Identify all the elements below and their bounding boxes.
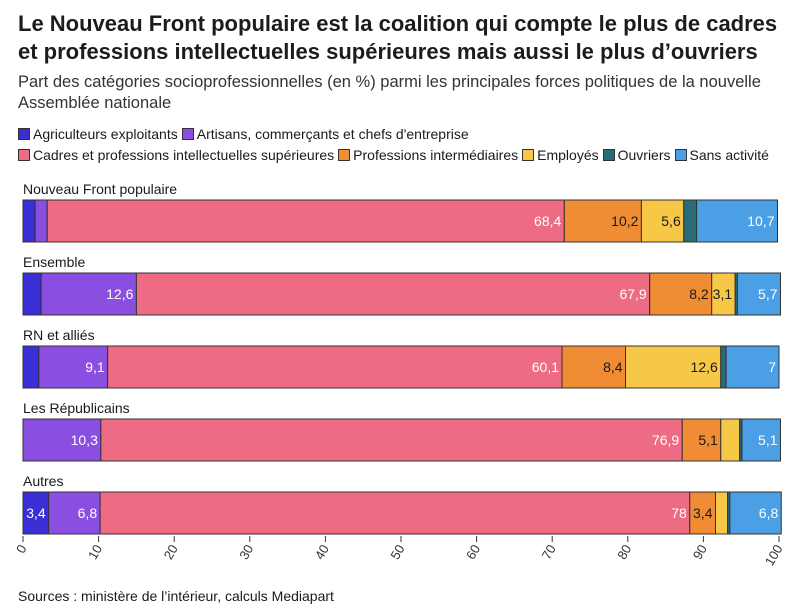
category-label: Nouveau Front populaire	[23, 181, 177, 197]
data-label: 67,9	[619, 286, 646, 302]
chart-subtitle: Part des catégories socioprofessionnelle…	[18, 73, 761, 112]
bar-segment	[135, 272, 651, 316]
data-label: 5,1	[698, 432, 718, 448]
bar-segment	[107, 345, 563, 389]
data-label: 8,2	[689, 286, 709, 302]
category-label: Ensemble	[23, 254, 85, 270]
bar-segment	[561, 345, 627, 389]
bar-segment	[22, 491, 50, 535]
data-label: 12,6	[106, 286, 133, 302]
category-label: RN et alliés	[23, 327, 95, 343]
data-label: 5,1	[758, 432, 778, 448]
bar-segment	[625, 345, 722, 389]
x-tick-label: 100	[762, 542, 786, 568]
bar-segment	[714, 491, 729, 535]
bar-segment	[683, 199, 698, 243]
legend-swatch	[18, 149, 30, 161]
data-label: 7	[768, 359, 776, 375]
chart-title: Le Nouveau Front populaire est la coalit…	[18, 11, 778, 64]
x-tick-label: 40	[312, 542, 332, 562]
data-label: 60,1	[532, 359, 559, 375]
bar-segment	[22, 199, 36, 243]
legend-item: Ouvriers	[602, 145, 671, 166]
data-label: 10,2	[611, 213, 638, 229]
data-label: 76,9	[652, 432, 679, 448]
x-tick-label: 10	[85, 542, 105, 562]
x-tick-label: 70	[539, 542, 559, 562]
bar-segment	[34, 199, 48, 243]
bar-segment	[40, 272, 137, 316]
bar-segment	[38, 345, 109, 389]
data-label: 68,4	[534, 213, 561, 229]
legend-label: Professions intermédiaires	[353, 147, 519, 163]
bar-segment	[22, 345, 40, 389]
bar-segment	[720, 418, 741, 462]
legend-label: Employés	[537, 147, 599, 163]
data-label: 12,6	[691, 359, 718, 375]
data-label: 10,7	[747, 213, 774, 229]
data-label: 10,3	[71, 432, 98, 448]
x-tick-label: 20	[161, 542, 181, 562]
legend-swatch	[602, 149, 615, 161]
legend-label: Agriculteurs exploitants	[33, 126, 178, 142]
bar-segment	[725, 345, 780, 389]
legend-swatch	[674, 149, 687, 161]
bar-segment	[100, 418, 683, 462]
data-label: 3,4	[693, 505, 713, 521]
bar-segment	[22, 272, 42, 316]
bar-segment	[741, 418, 782, 462]
x-tick-label: 0	[13, 542, 30, 556]
bar-segment	[649, 272, 713, 316]
legend-item: Agriculteurs exploitants	[18, 124, 178, 145]
bar-segment	[720, 345, 727, 389]
legend-swatch	[338, 149, 351, 161]
data-label: 78	[671, 505, 687, 521]
bar-segment	[729, 491, 782, 535]
data-label: 3,4	[26, 505, 46, 521]
bar-segment	[681, 418, 722, 462]
legend-label: Sans activité	[689, 147, 769, 163]
category-label: Les Républicains	[23, 400, 130, 416]
bar-segment	[563, 199, 642, 243]
legend-item: Professions intermédiaires	[338, 145, 518, 166]
data-label: 5,6	[661, 213, 681, 229]
legend-label: Artisans, commerçants et chefs d'entrepr…	[196, 126, 469, 142]
x-tick-label: 60	[463, 542, 483, 562]
data-label: 6,8	[759, 505, 779, 521]
data-label: 3,1	[713, 286, 733, 302]
legend-label: Ouvriers	[617, 147, 671, 163]
x-tick-label: 90	[690, 542, 710, 562]
x-tick-label: 30	[236, 542, 256, 562]
bar-segment	[46, 199, 565, 243]
data-label: 8,4	[603, 359, 623, 375]
bar-segment	[99, 491, 691, 535]
bar-segment	[736, 272, 782, 316]
chart-legend: Agriculteurs exploitants Artisans, commer…	[18, 124, 793, 166]
x-tick-label: 80	[614, 542, 634, 562]
bar-segment	[696, 199, 778, 243]
bar-segment	[689, 491, 716, 535]
legend-swatch	[18, 128, 30, 140]
data-label: 6,8	[78, 505, 98, 521]
bar-segment	[640, 199, 685, 243]
x-tick-label: 50	[387, 542, 407, 562]
legend-item: Sans activité	[674, 145, 769, 166]
legend-item: Cadres et professions intellectuelles su…	[18, 145, 334, 166]
legend-swatch	[522, 149, 535, 161]
data-label: 5,7	[758, 286, 778, 302]
legend-item: Artisans, commerçants et chefs d'entrepr…	[181, 124, 469, 145]
bar-segment	[48, 491, 101, 535]
chart-source: Sources : ministère de l’intérieur, calc…	[18, 588, 334, 604]
category-label: Autres	[23, 473, 63, 489]
data-label: 9,1	[85, 359, 105, 375]
legend-item: Employés	[522, 145, 599, 166]
legend-label: Cadres et professions intellectuelles su…	[33, 147, 335, 163]
legend-swatch	[181, 128, 194, 140]
